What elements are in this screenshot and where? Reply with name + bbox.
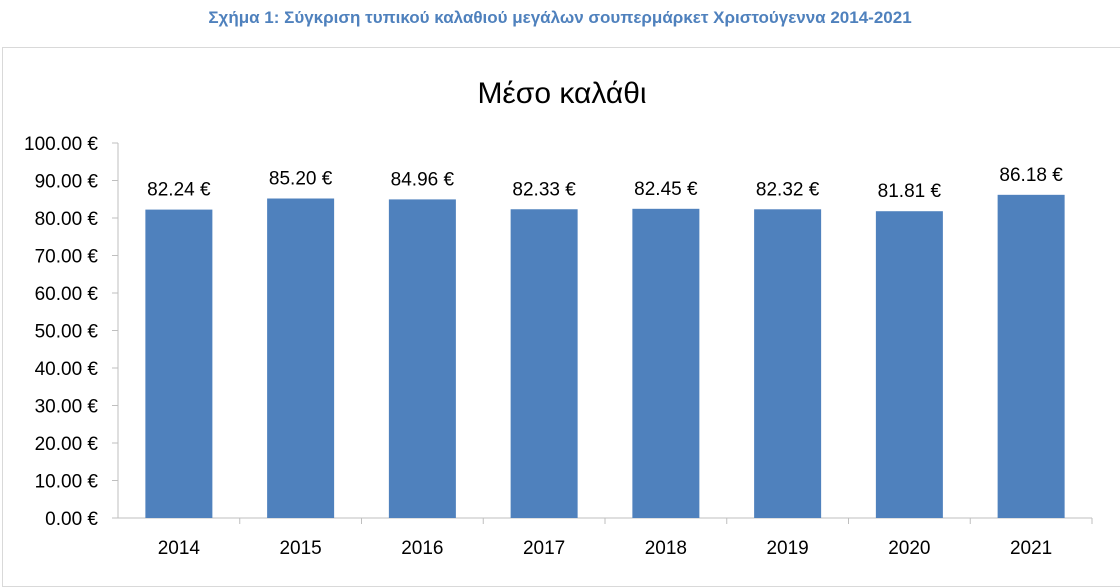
bar [632, 208, 700, 518]
data-label: 82.24 € [147, 180, 211, 201]
y-tick-label: 80.00 € [35, 209, 99, 230]
data-label: 86.18 € [999, 165, 1063, 186]
y-tick-label: 60.00 € [35, 284, 99, 305]
data-label: 82.32 € [756, 179, 820, 200]
y-tick-label: 50.00 € [35, 322, 99, 343]
y-tick-label: 10.00 € [35, 472, 99, 493]
bar [388, 199, 456, 518]
y-tick-label: 30.00 € [35, 397, 99, 418]
data-label: 84.96 € [391, 169, 455, 190]
y-tick-label: 90.00 € [35, 172, 99, 193]
bar [875, 211, 943, 518]
x-tick-label: 2021 [1010, 538, 1052, 559]
data-label: 82.45 € [634, 179, 698, 200]
y-tick-label: 40.00 € [35, 359, 99, 380]
bar [145, 209, 213, 518]
x-tick-label: 2016 [401, 538, 443, 559]
bar [510, 209, 578, 518]
bar [754, 209, 822, 519]
y-tick-label: 70.00 € [35, 247, 99, 268]
bar [267, 198, 335, 518]
bar [997, 194, 1065, 518]
x-tick-label: 2019 [766, 538, 808, 559]
plot-area: 0.00 € 10.00 € 20.00 € 30.00 € 40.00 € 50.00 … [24, 134, 1093, 559]
y-tick-label: 100.00 € [24, 134, 98, 155]
x-tick-label: 2017 [523, 538, 565, 559]
x-tick-label: 2020 [888, 538, 930, 559]
x-tick-label: 2014 [158, 538, 201, 559]
y-tick-label: 0.00 € [45, 509, 98, 530]
chart-title: Μέσο καλάθι [477, 77, 646, 110]
data-label: 81.81 € [878, 181, 942, 202]
y-tick-label: 20.00 € [35, 434, 99, 455]
x-tick-label: 2018 [645, 538, 687, 559]
figure-caption: Σχήμα 1: Σύγκριση τυπικού καλαθιού μεγάλ… [208, 8, 912, 27]
x-tick-label: 2015 [279, 538, 321, 559]
data-label: 82.33 € [512, 179, 576, 200]
data-label: 85.20 € [269, 169, 333, 190]
